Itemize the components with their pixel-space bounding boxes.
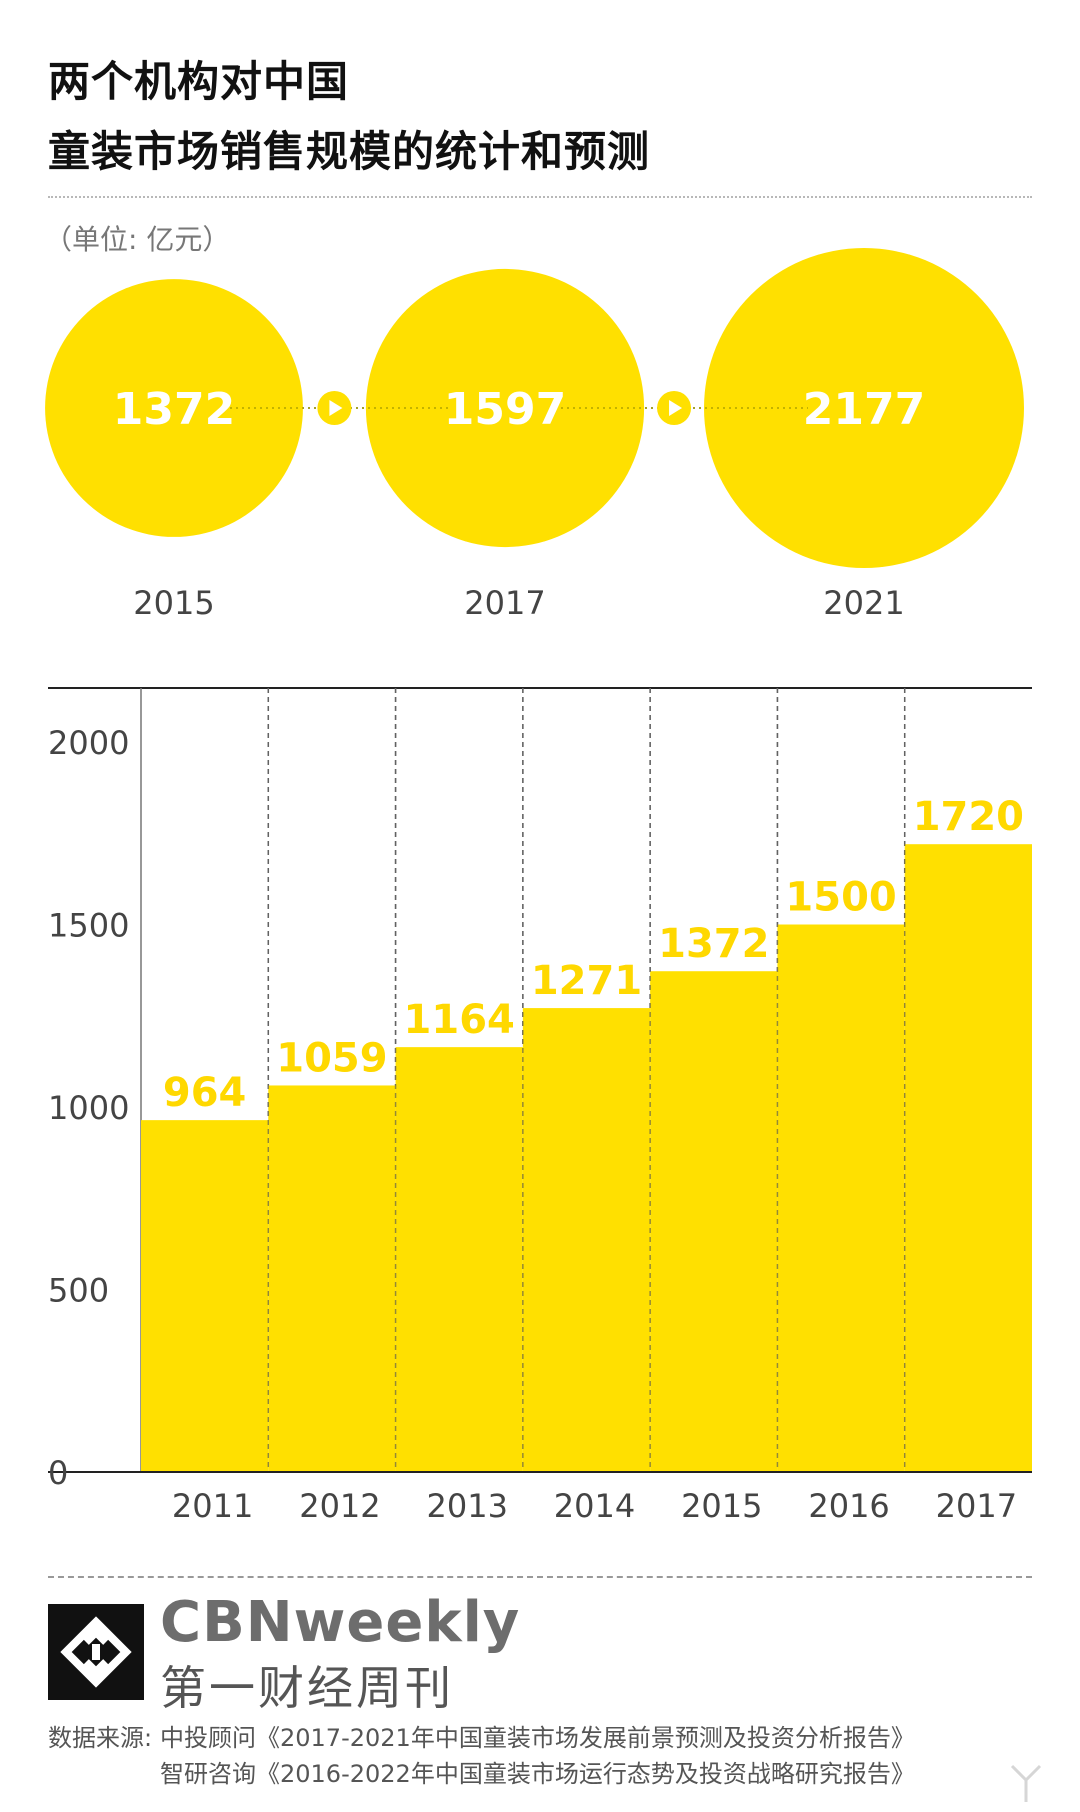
bubble-2021 (704, 248, 1024, 568)
bubble-value-label: 1372 (113, 384, 235, 435)
bottom-divider (48, 1576, 1032, 1578)
x-tick-label: 2012 (299, 1487, 380, 1525)
y-tick-label: 0 (48, 1454, 68, 1492)
bar-value-label: 1720 (913, 794, 1024, 840)
bubble-chart: 1372 2015 1597 2017 2177 2021 (45, 248, 1024, 622)
bar-2016 (777, 924, 905, 1472)
bar-value-label: 964 (163, 1070, 247, 1116)
bar-value-label: 1271 (531, 958, 642, 1004)
x-tick-label: 2014 (554, 1487, 635, 1525)
bar-2014 (522, 1008, 651, 1472)
bar-value-label: 1372 (658, 921, 769, 967)
unit-label: （单位: 亿元） (44, 223, 231, 256)
x-tick-label: 2015 (681, 1487, 762, 1525)
source-line-2: 智研咨询《2016-2022年中国童装市场运行态势及投资战略研究报告》 (160, 1760, 915, 1788)
bar-2015 (650, 971, 778, 1472)
bar-2011 (141, 1120, 269, 1472)
bubble-2015 (45, 279, 303, 537)
bubble-value-label: 2177 (803, 384, 925, 435)
bubble-2017 (365, 268, 645, 548)
cbn-logo-icon (48, 1604, 144, 1700)
bar-value-label: 1500 (785, 875, 896, 921)
y-tick-label: 2000 (48, 724, 129, 762)
bar-2013 (395, 1047, 523, 1472)
y-tick-label: 1000 (48, 1089, 129, 1127)
bubble-year-label: 2015 (133, 584, 214, 622)
bubble-value-label: 1597 (444, 384, 566, 435)
top-divider (48, 196, 1032, 198)
chart-title-line2: 童装市场销售规模的统计和预测 (48, 127, 651, 176)
bar-chart: 964 1059 1164 1271 1372 1500 1720 0 500 1000 1500 2… (48, 687, 1032, 1525)
bar-value-label: 1059 (276, 1035, 387, 1081)
chart-title-line1: 两个机构对中国 (48, 57, 350, 106)
x-tick-label: 2013 (426, 1487, 507, 1525)
source-line-1: 中投顾问《2017-2021年中国童装市场发展前景预测及投资分析报告》 (160, 1724, 915, 1752)
bar-2017 (904, 844, 1032, 1472)
x-tick-label: 2016 (808, 1487, 889, 1525)
x-tick-label: 2011 (172, 1487, 253, 1525)
bubble-year-label: 2017 (464, 584, 545, 622)
x-tick-label: 2017 (936, 1487, 1017, 1525)
bar-value-label: 1164 (404, 997, 515, 1043)
brand-name-zh: 第一财经周刊 (160, 1661, 454, 1715)
play-arrow-icon (669, 400, 683, 416)
y-tick-label: 1500 (48, 907, 129, 945)
y-tick-label: 500 (48, 1272, 109, 1310)
source-label: 数据来源: (48, 1724, 153, 1752)
watermark-icon (1010, 1764, 1042, 1802)
play-arrow-icon (329, 400, 343, 416)
brand-name-en: CBNweekly (160, 1590, 521, 1655)
bar-2012 (268, 1085, 396, 1472)
bubble-year-label: 2021 (823, 584, 904, 622)
